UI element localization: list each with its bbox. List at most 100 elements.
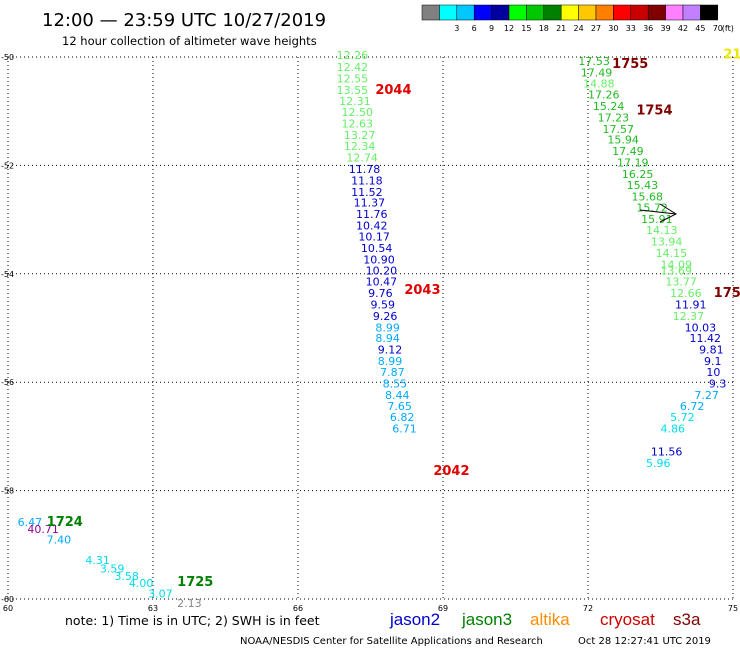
wave-height-value: 10.54 — [361, 242, 393, 255]
wave-height-value: 14.88 — [583, 77, 615, 90]
wave-height-value: 12.37 — [673, 310, 705, 323]
pass-label: 1753 — [714, 286, 740, 301]
footer-credit: NOAA/NESDIS Center for Satellite Applica… — [240, 636, 543, 647]
wave-height-value: 5.72 — [670, 411, 695, 424]
wave-height-value: 7.87 — [380, 366, 405, 379]
wave-height-value: 15.72 — [636, 201, 668, 214]
legend-bin-label: 21 — [556, 24, 566, 33]
legend-swatch — [665, 4, 684, 21]
wave-height-value: 17.53 — [578, 55, 610, 68]
satellite-name: s3a — [673, 610, 701, 629]
pass-label: 2042 — [433, 464, 469, 479]
wave-height-value: 14.09 — [661, 258, 693, 271]
y-tick-label: -50 — [1, 53, 14, 62]
wave-height-value: 6.47 — [18, 516, 42, 529]
x-tick-label: 66 — [293, 604, 303, 613]
wave-height-value: 13.69 — [661, 264, 693, 277]
wave-height-value: 10.90 — [363, 254, 395, 267]
wave-height-value: 15.68 — [632, 191, 664, 204]
wave-height-value: 17.26 — [588, 89, 620, 102]
wave-height-value: 12.31 — [339, 95, 371, 108]
legend-swatch — [421, 4, 440, 21]
legend-bin-label: 12 — [504, 24, 514, 33]
axis-ticks: 60 63 66 69 72 75 -50 -52 -54 -56 -58 -60 — [1, 53, 738, 613]
wave-height-value: 10.17 — [358, 231, 390, 244]
wave-height-value: 12.26 — [337, 49, 369, 62]
legend-bin-label: 42 — [678, 24, 688, 33]
satellite-name: jason3 — [461, 610, 512, 629]
legend-bin-label: 18 — [539, 24, 549, 33]
wave-height-value: 2.13 — [177, 597, 202, 610]
wave-height-value: 12.50 — [342, 106, 374, 119]
legend-swatch — [647, 4, 666, 21]
wave-height-value: 15.94 — [607, 134, 639, 147]
pass-label: 2043 — [404, 283, 440, 298]
wave-height-value: 10.03 — [685, 321, 717, 334]
wave-height-value: 11.76 — [356, 208, 388, 221]
y-tick-label: -60 — [1, 595, 14, 604]
x-tick-label: 60 — [3, 604, 13, 613]
wave-height-value: 3.59 — [100, 562, 125, 575]
chart-title: 12:00 — 23:59 UTC 10/27/2019 — [42, 10, 326, 31]
wave-height-value: 16.25 — [622, 168, 654, 181]
legend-bin-label: 27 — [591, 24, 601, 33]
wave-height-value: 11.78 — [349, 163, 381, 176]
wave-height-value: 12.55 — [337, 72, 369, 85]
wave-height-value: 4.86 — [661, 423, 686, 436]
wave-height-value: 11.56 — [651, 445, 683, 458]
wave-height-value: 7.40 — [47, 534, 72, 547]
wave-height-value: 9.12 — [378, 343, 403, 356]
chart-subtitle: 12 hour collection of altimeter wave hei… — [62, 34, 317, 48]
legend-swatch — [473, 4, 492, 21]
x-tick-label: 75 — [728, 604, 738, 613]
legend-swatch — [560, 4, 579, 21]
wave-height-value: 9.59 — [371, 298, 396, 311]
legend-swatch — [456, 4, 475, 21]
wave-height-value: 6.72 — [680, 400, 705, 413]
pass-label: 1754 — [636, 103, 672, 118]
legend-unit: (ft) — [722, 24, 734, 33]
legend-swatch — [543, 4, 562, 21]
legend-bin-label: 45 — [695, 24, 705, 33]
legend-bin-label: 33 — [626, 24, 636, 33]
wave-height-value: 3.07 — [148, 587, 173, 600]
wave-height-value: 15.43 — [627, 179, 659, 192]
legend-bin-label: 70 — [713, 24, 723, 33]
legend-swatch — [613, 4, 632, 21]
legend-swatch — [578, 4, 597, 21]
legend-bin-label: 39 — [661, 24, 671, 33]
wave-height-value: 13.94 — [651, 236, 683, 249]
y-tick-label: -58 — [1, 487, 14, 496]
legend-swatch — [595, 4, 614, 21]
x-tick-label: 63 — [148, 604, 158, 613]
wave-height-value: 13.77 — [665, 276, 697, 289]
footer-note: note: 1) Time is in UTC; 2) SWH is in fe… — [65, 613, 320, 628]
y-tick-label: -56 — [1, 378, 14, 387]
wave-height-value: 40.71 — [27, 523, 59, 536]
color-legend: 3 6 9 12 15 18 21 24 27 30 33 36 39 42 45 70(ft) — [421, 4, 734, 33]
wave-height-value: 14.15 — [656, 247, 688, 260]
wave-height-value: 11.37 — [354, 197, 386, 210]
x-tick-label: 69 — [438, 604, 448, 613]
wave-height-value: 8.44 — [385, 389, 410, 402]
wave-height-value: 12.34 — [344, 140, 376, 153]
legend-swatch — [491, 4, 510, 21]
pass-label: 1755 — [612, 57, 648, 72]
legend-swatch — [439, 4, 458, 21]
pass-label: 21 — [723, 48, 740, 63]
legend-swatch — [700, 4, 719, 21]
pass-label: 1725 — [177, 575, 213, 590]
wave-height-value: 11.18 — [351, 174, 383, 187]
wave-height-value: 10.42 — [356, 219, 388, 232]
wave-height-value: 5.96 — [646, 457, 671, 470]
legend-swatch — [526, 4, 545, 21]
wave-height-value: 14.13 — [646, 224, 678, 237]
wave-height-value: 17.23 — [598, 111, 630, 124]
legend-bin-label: 6 — [472, 24, 477, 33]
pass-label: 1724 — [47, 515, 83, 530]
wave-height-value: 17.49 — [612, 145, 644, 158]
legend-bin-label: 30 — [608, 24, 618, 33]
wave-height-value: 8.94 — [375, 332, 400, 345]
wave-height-points: 12.2612.4212.5513.5512.3112.5012.6313.27… — [18, 49, 727, 610]
